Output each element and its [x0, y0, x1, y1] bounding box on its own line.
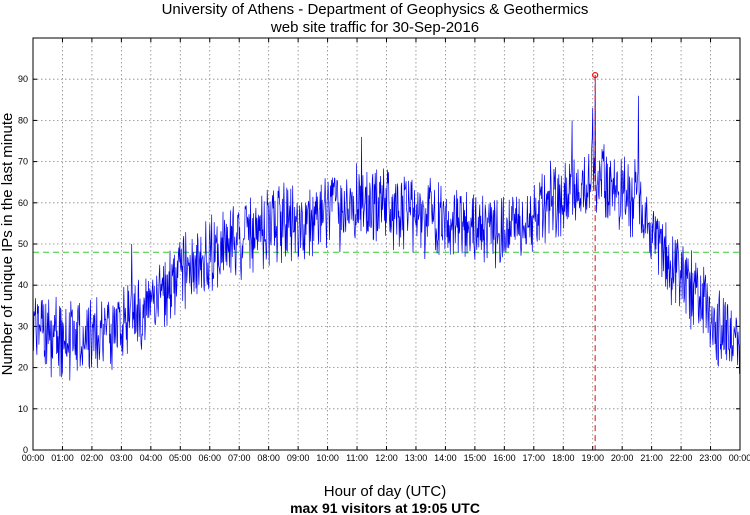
x-tick-label: 18:00 — [552, 453, 575, 463]
y-tick-label: 30 — [18, 321, 28, 331]
x-tick-label: 14:00 — [434, 453, 457, 463]
x-tick-label: 00:00 — [729, 453, 750, 463]
x-axis-label: Hour of day (UTC) — [324, 483, 447, 500]
chart-title-line2: web site traffic for 30-Sep-2016 — [270, 19, 479, 36]
x-tick-label: 11:00 — [346, 453, 368, 463]
x-tick-label: 02:00 — [81, 453, 104, 463]
x-tick-label: 22:00 — [670, 453, 693, 463]
series-layer — [32, 75, 740, 381]
y-tick-label: 40 — [18, 280, 28, 290]
tick-labels: 00:00 01:00 02:00 03:00 04:00 05:00 06:00 07:00… — [18, 74, 750, 463]
x-tick-label: 21:00 — [640, 453, 663, 463]
x-tick-label: 05:00 — [169, 453, 192, 463]
x-tick-label: 19:00 — [581, 453, 604, 463]
max-marker-point — [592, 71, 599, 79]
x-tick-label: 13:00 — [405, 453, 428, 463]
y-tick-label: 0 — [23, 445, 28, 455]
y-axis-label: Number of unique IPs in the last minute — [0, 113, 16, 376]
x-tick-label: 23:00 — [699, 453, 722, 463]
plot-frame — [32, 37, 741, 451]
x-tick-label: 07:00 — [228, 453, 251, 463]
y-tick-label: 70 — [18, 157, 28, 167]
y-tick-label: 60 — [18, 198, 28, 208]
y-tick-label: 80 — [18, 115, 28, 125]
grid — [32, 38, 741, 451]
x-tick-label: 15:00 — [464, 453, 487, 463]
x-tick-label: 04:00 — [140, 453, 163, 463]
chart-title-line1: University of Athens - Department of Geo… — [162, 1, 589, 18]
y-tick-label: 50 — [18, 239, 28, 249]
x-tick-label: 08:00 — [257, 453, 280, 463]
x-tick-label: 16:00 — [493, 453, 516, 463]
x-tick-label: 20:00 — [611, 453, 634, 463]
max-visitors-caption: max 91 visitors at 19:05 UTC — [290, 500, 480, 515]
x-tick-label: 10:00 — [316, 453, 339, 463]
x-tick-label: 01:00 — [51, 453, 74, 463]
y-tick-label: 90 — [18, 74, 28, 84]
max-layer — [592, 71, 599, 450]
x-tick-label: 06:00 — [198, 453, 221, 463]
y-tick-label: 10 — [18, 404, 28, 414]
x-tick-label: 00:00 — [22, 453, 45, 463]
traffic-series-line — [32, 75, 740, 381]
x-tick-label: 17:00 — [523, 453, 546, 463]
x-tick-label: 12:00 — [375, 453, 398, 463]
x-tick-label: 03:00 — [110, 453, 133, 463]
y-tick-label: 20 — [18, 363, 28, 373]
x-tick-label: 09:00 — [287, 453, 310, 463]
